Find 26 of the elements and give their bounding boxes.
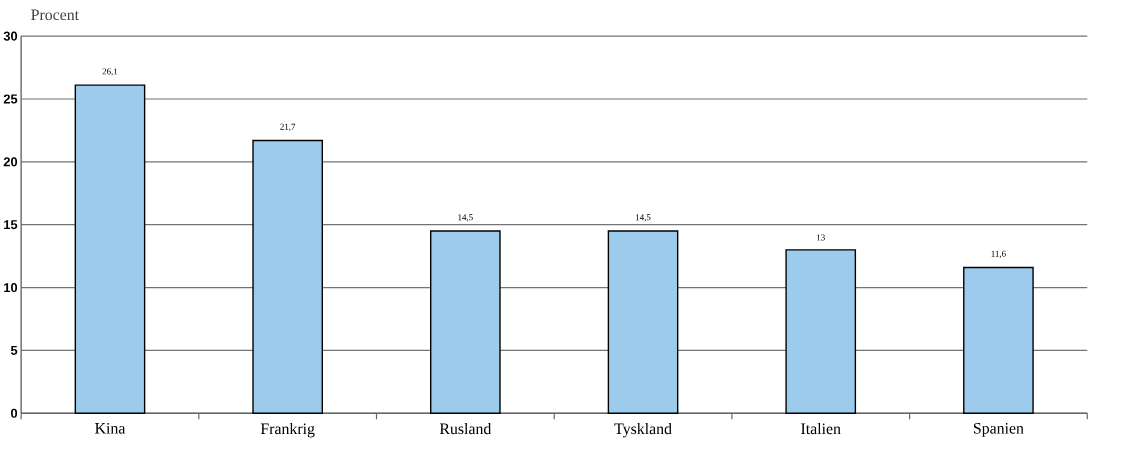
x-tick-label: Kina bbox=[95, 422, 126, 434]
y-tick-label: 5 bbox=[10, 345, 18, 355]
y-tick-label: 20 bbox=[3, 157, 18, 167]
bar bbox=[430, 230, 501, 414]
y-tick-label: 0 bbox=[10, 408, 18, 418]
y-tick-label: 10 bbox=[4, 282, 18, 292]
x-tick-label: Italien bbox=[801, 422, 841, 434]
data-label: 11,6 bbox=[991, 250, 1006, 258]
bar bbox=[252, 139, 324, 414]
data-label: 26,1 bbox=[102, 68, 118, 76]
data-label: 21,7 bbox=[280, 123, 296, 131]
x-tick-label: Frankrig bbox=[260, 422, 315, 438]
bar bbox=[785, 248, 857, 414]
x-tick-label: Tyskland bbox=[614, 422, 672, 438]
y-axis-title: Procent bbox=[31, 9, 79, 20]
y-tick-label: 30 bbox=[3, 31, 18, 41]
x-tick-label: Spanien bbox=[973, 422, 1024, 437]
bar bbox=[74, 84, 146, 414]
bar bbox=[963, 266, 1034, 414]
data-label: 14,5 bbox=[458, 214, 473, 222]
x-tick-label: Rusland bbox=[439, 422, 492, 434]
y-tick-label: 15 bbox=[4, 220, 18, 230]
bar bbox=[607, 230, 679, 414]
data-label: 14,5 bbox=[636, 214, 651, 222]
y-tick-label: 25 bbox=[3, 94, 18, 104]
data-label: 13 bbox=[817, 234, 825, 241]
